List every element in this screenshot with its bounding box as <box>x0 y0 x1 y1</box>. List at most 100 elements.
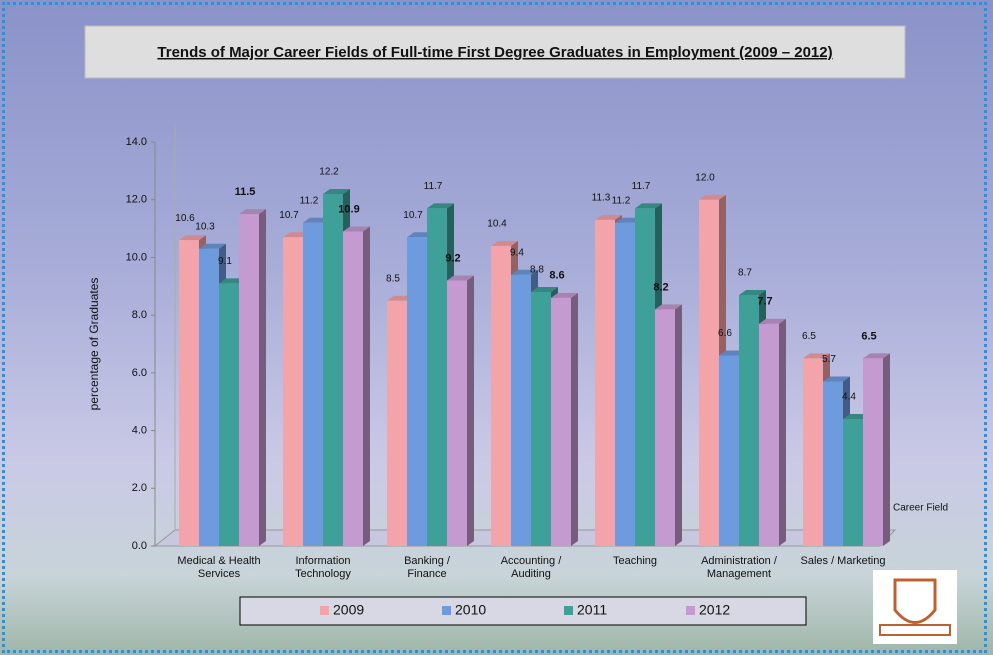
bar <box>343 231 363 546</box>
data-label: 5.7 <box>822 354 836 365</box>
data-label: 8.5 <box>386 273 400 284</box>
bar <box>699 199 719 546</box>
bar-top <box>551 292 578 298</box>
bar <box>803 358 823 546</box>
x-tick-label: Medical & Health Services <box>177 555 261 580</box>
data-label: 11.3 <box>592 193 611 204</box>
bar-top <box>199 243 226 249</box>
logo <box>873 570 957 644</box>
bar-top <box>427 203 454 209</box>
legend-swatch <box>686 606 695 615</box>
bar-top <box>491 240 518 246</box>
bar-top <box>739 289 766 295</box>
data-label: 10.9 <box>338 203 359 215</box>
x-tick-label: Information Technology <box>295 555 351 580</box>
data-label: 11.7 <box>632 181 651 192</box>
bar <box>511 274 531 546</box>
data-label: 11.2 <box>612 195 631 206</box>
bar-top <box>823 376 850 382</box>
x-tick-label: Sales / Marketing <box>800 555 886 567</box>
bar-side <box>259 209 266 546</box>
bar-side <box>467 275 474 546</box>
data-label: 6.5 <box>861 330 876 342</box>
bar <box>843 419 863 546</box>
bar-top <box>699 194 726 200</box>
data-label: 9.4 <box>510 247 524 258</box>
data-label: 10.7 <box>279 210 299 221</box>
y-tick-label: 0.0 <box>132 540 147 552</box>
bar <box>407 237 427 546</box>
chart-title: Trends of Major Career Fields of Full-ti… <box>157 44 832 61</box>
y-tick-label: 12.0 <box>126 194 147 206</box>
legend-label: 2011 <box>577 602 607 618</box>
bar <box>199 248 219 546</box>
bar-side <box>363 226 370 546</box>
y-tick-label: 6.0 <box>132 367 147 379</box>
bar-side <box>779 318 786 546</box>
data-label: 8.6 <box>549 270 564 282</box>
legend-swatch <box>442 606 451 615</box>
legend-box <box>239 596 807 626</box>
x-axis-label: Career Field <box>893 503 948 514</box>
bar-top <box>323 188 350 194</box>
y-tick-label: 2.0 <box>132 482 147 494</box>
bar <box>323 193 343 546</box>
y-tick-label: 14.0 <box>126 136 147 148</box>
data-label: 10.7 <box>403 210 423 221</box>
data-label: 8.8 <box>530 265 544 276</box>
legend-label: 2010 <box>455 602 486 618</box>
bar-top <box>759 318 786 324</box>
bar <box>447 280 467 546</box>
data-label: 9.2 <box>445 252 460 264</box>
bar-top <box>863 353 890 359</box>
y-axis-label: percentage of Graduates <box>87 278 101 411</box>
bar-top <box>179 235 206 241</box>
data-label: 11.7 <box>424 181 443 192</box>
bar <box>283 237 303 546</box>
data-label: 4.4 <box>842 392 856 403</box>
data-label: 10.3 <box>195 221 215 232</box>
bar <box>863 358 883 546</box>
legend-swatch <box>320 606 329 615</box>
data-label: 7.7 <box>757 296 772 308</box>
bar-top <box>803 353 830 359</box>
bar <box>179 240 199 546</box>
bar <box>387 300 407 546</box>
legend-label: 2012 <box>699 602 730 618</box>
bar <box>531 292 551 546</box>
title-box <box>84 25 906 79</box>
bar <box>239 214 259 546</box>
x-tick-label: Banking / Finance <box>404 555 450 580</box>
data-label: 6.5 <box>802 331 816 342</box>
data-label: 8.2 <box>653 281 668 293</box>
bar-top <box>635 203 662 209</box>
bar-top <box>447 275 474 281</box>
bar-top <box>343 226 370 232</box>
bar-side <box>571 292 578 546</box>
bar-side <box>675 304 682 546</box>
data-label: 10.6 <box>175 213 195 224</box>
bar <box>759 323 779 546</box>
data-label: 6.6 <box>718 328 732 339</box>
data-label: 9.1 <box>218 256 232 267</box>
bar <box>551 297 571 546</box>
bar-side <box>883 353 890 546</box>
x-tick-label: Accounting / Auditing <box>500 555 562 580</box>
data-label: 11.5 <box>235 186 256 198</box>
bar <box>719 355 739 546</box>
bar-top <box>655 304 682 310</box>
x-tick-label: Teaching <box>612 555 658 567</box>
legend-label: 2009 <box>333 602 364 618</box>
bar <box>219 283 239 546</box>
y-tick-label: 8.0 <box>132 309 147 321</box>
bar <box>595 219 615 546</box>
legend-swatch <box>564 606 573 615</box>
bar <box>635 208 655 546</box>
bar-top <box>595 214 622 220</box>
bar <box>491 245 511 546</box>
bar <box>615 222 635 547</box>
bar-top <box>511 269 538 275</box>
bar <box>427 208 447 546</box>
data-label: 11.2 <box>300 195 319 206</box>
